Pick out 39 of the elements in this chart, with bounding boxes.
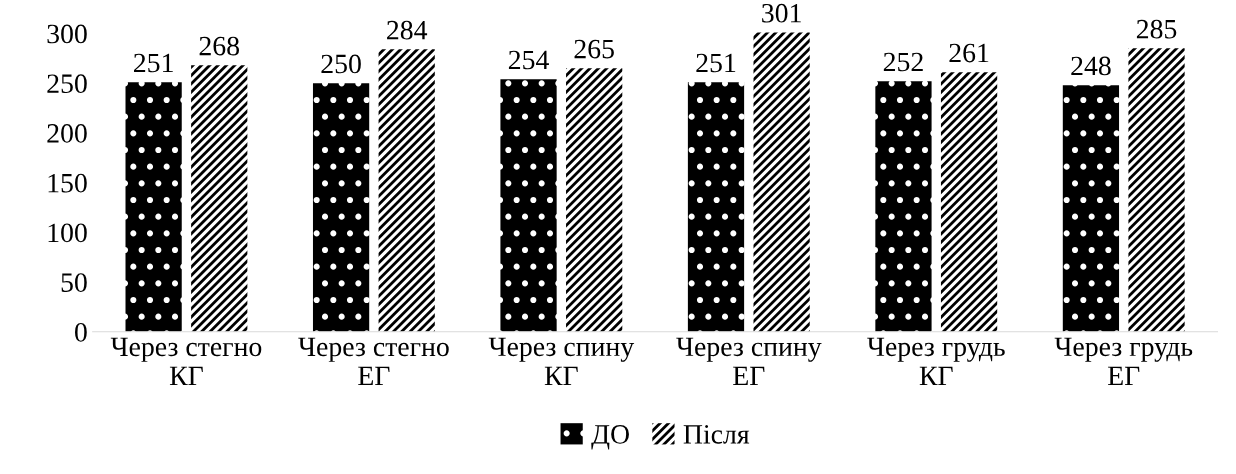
bar [312, 83, 370, 332]
x-tick-label: Через стегно КГ [110, 337, 262, 385]
bar [875, 81, 932, 332]
x-tick-label: Через грудь КГ [867, 337, 1005, 385]
y-tick-label: 300 [47, 24, 87, 44]
bar [1128, 48, 1185, 332]
bar [1062, 85, 1120, 332]
x-tick-label: Через грудь ЕГ [1054, 337, 1193, 385]
data-label: 261 [949, 43, 989, 63]
bar [940, 72, 998, 332]
x-tick-label: Через спину КГ [488, 337, 635, 385]
y-tick-label: 50 [61, 273, 87, 292]
legend-label: ДО [591, 425, 629, 450]
bar [191, 65, 248, 332]
x-tick-label: Через стегно ЕГ [298, 337, 449, 385]
data-label: 251 [696, 53, 736, 73]
legend-label: Після [683, 425, 750, 444]
bar [687, 82, 745, 332]
data-label: 248 [1071, 56, 1111, 76]
y-tick-label: 150 [48, 173, 87, 193]
y-tick-label: 200 [47, 124, 87, 143]
y-tick-label: 250 [47, 74, 87, 94]
data-label: 265 [574, 39, 614, 59]
bar [500, 79, 557, 332]
bar [125, 82, 182, 332]
data-label: 252 [883, 52, 923, 72]
data-label: 285 [1136, 19, 1177, 39]
data-label: 268 [199, 36, 240, 56]
x-tick-label: Через спину ЕГ [676, 337, 822, 385]
bar [566, 68, 623, 332]
data-label: 250 [321, 54, 361, 74]
bar [753, 32, 810, 332]
data-label: 301 [762, 3, 801, 23]
bar [378, 49, 435, 332]
data-label: 254 [508, 50, 549, 70]
y-tick-label: 0 [75, 322, 87, 342]
y-tick-label: 100 [48, 223, 87, 243]
data-label: 284 [387, 20, 428, 40]
data-label: 251 [134, 53, 173, 73]
